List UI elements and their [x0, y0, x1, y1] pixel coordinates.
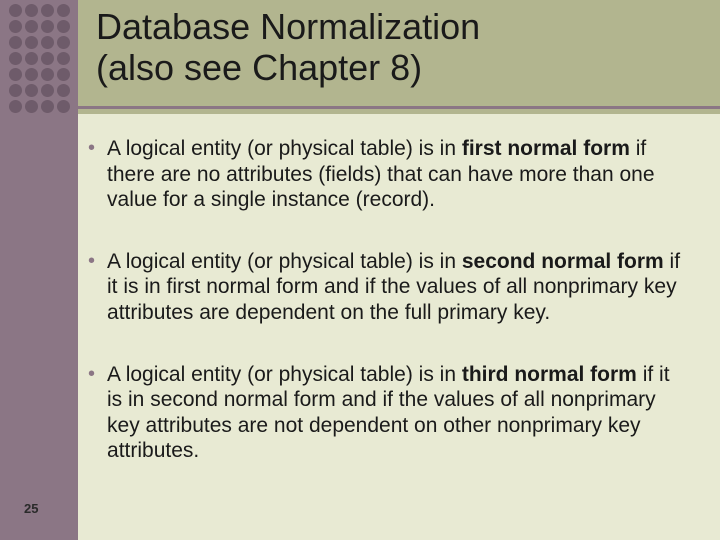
- bullet-icon: •: [88, 137, 95, 160]
- title-line-1: Database Normalization: [96, 6, 480, 47]
- content-area: • A logical entity (or physical table) i…: [78, 114, 720, 540]
- bullet-item: • A logical entity (or physical table) i…: [88, 362, 690, 464]
- bullet-pre: A logical entity (or physical table) is …: [107, 137, 462, 160]
- bullet-bold: third normal form: [462, 363, 637, 386]
- bullet-pre: A logical entity (or physical table) is …: [107, 363, 462, 386]
- title-underline: [78, 106, 720, 109]
- bullet-text: A logical entity (or physical table) is …: [107, 136, 690, 213]
- bullet-bold: first normal form: [462, 137, 630, 160]
- bullet-item: • A logical entity (or physical table) i…: [88, 249, 690, 326]
- bullet-pre: A logical entity (or physical table) is …: [107, 250, 462, 273]
- bullet-icon: •: [88, 363, 95, 386]
- title-line-2: (also see Chapter 8): [96, 47, 422, 88]
- bullet-bold: second normal form: [462, 250, 664, 273]
- bullet-item: • A logical entity (or physical table) i…: [88, 136, 690, 213]
- bullet-text: A logical entity (or physical table) is …: [107, 249, 690, 326]
- dot-grid: [9, 4, 70, 113]
- bullet-icon: •: [88, 250, 95, 273]
- bullet-text: A logical entity (or physical table) is …: [107, 362, 690, 464]
- title-area: Database Normalization (also see Chapter…: [78, 0, 720, 114]
- page-number: 25: [24, 501, 38, 516]
- slide-title: Database Normalization (also see Chapter…: [96, 6, 702, 89]
- sidebar-decoration: [0, 0, 78, 540]
